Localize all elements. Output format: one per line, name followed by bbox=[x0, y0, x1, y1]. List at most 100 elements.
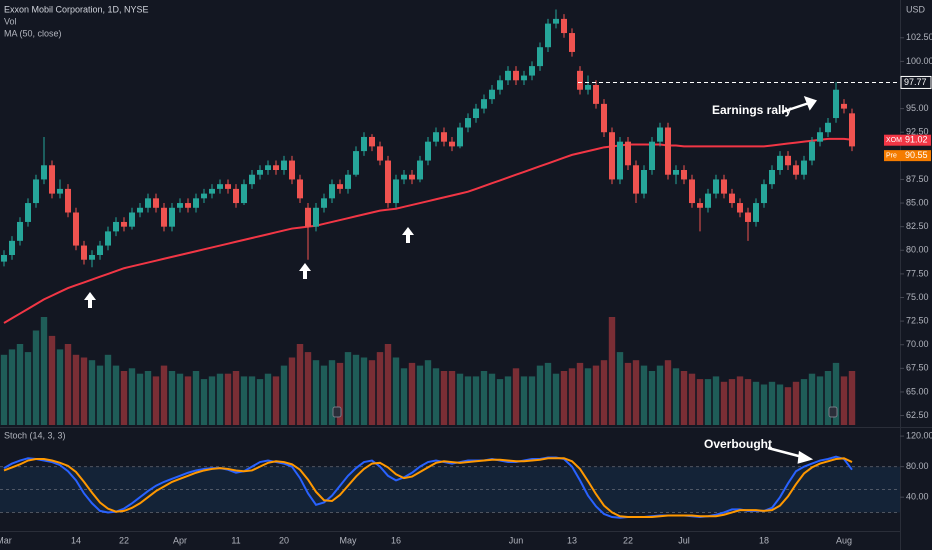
volume-bar bbox=[416, 365, 424, 425]
candle-body bbox=[609, 132, 615, 180]
candle-body bbox=[761, 184, 767, 204]
candle-body bbox=[201, 193, 207, 199]
candle-body bbox=[41, 165, 47, 180]
volume-bar bbox=[32, 330, 40, 425]
candle-body bbox=[265, 165, 271, 170]
earnings-marker bbox=[828, 406, 838, 418]
volume-bar bbox=[344, 352, 352, 425]
volume-bar bbox=[200, 379, 208, 425]
volume-bar bbox=[88, 360, 96, 425]
candle-body bbox=[713, 179, 719, 194]
candle-body bbox=[537, 47, 543, 67]
candle-body bbox=[441, 132, 447, 142]
x-tick-label: May bbox=[339, 535, 357, 545]
y-tick-label: 80.00 bbox=[906, 461, 929, 471]
volume-bar bbox=[304, 352, 312, 425]
candle-body bbox=[561, 18, 567, 34]
y-tick-label: 67.50 bbox=[906, 363, 929, 373]
volume-bar bbox=[8, 349, 16, 425]
y-tick-label: 102.50 bbox=[906, 32, 932, 42]
volume-bar bbox=[440, 371, 448, 425]
candle-body bbox=[97, 245, 103, 255]
volume-bar bbox=[560, 371, 568, 425]
volume-bar bbox=[616, 352, 624, 425]
annotation-arrow bbox=[781, 95, 818, 114]
volume-bar bbox=[272, 376, 280, 425]
candle-body bbox=[449, 141, 455, 147]
candle-body bbox=[49, 165, 55, 194]
volume-bar bbox=[224, 373, 232, 425]
y-tick-label: 72.50 bbox=[906, 315, 929, 325]
y-tick-label: 82.50 bbox=[906, 221, 929, 231]
x-tick-label: 13 bbox=[567, 535, 577, 545]
volume-bar bbox=[816, 376, 824, 425]
candle-body bbox=[633, 165, 639, 194]
y-tick-label: 85.00 bbox=[906, 197, 929, 207]
candle-body bbox=[457, 127, 463, 147]
up-arrow bbox=[84, 292, 96, 308]
volume-bar bbox=[552, 373, 560, 425]
x-tick-label: 11 bbox=[231, 535, 240, 545]
candle-body bbox=[385, 160, 391, 204]
volume-bar bbox=[448, 371, 456, 425]
volume-bar bbox=[24, 352, 32, 425]
volume-bar bbox=[672, 368, 680, 425]
volume-bar bbox=[584, 368, 592, 425]
volume-bar bbox=[368, 360, 376, 425]
volume-bar bbox=[104, 354, 112, 425]
pre-box bbox=[884, 150, 931, 162]
volume-bar bbox=[424, 360, 432, 425]
volume-bar bbox=[528, 376, 536, 425]
candle-body bbox=[553, 18, 559, 24]
stoch-label: Stoch (14, 3, 3) bbox=[4, 430, 66, 440]
candle-body bbox=[361, 136, 367, 152]
y-tick-label: 77.50 bbox=[906, 268, 929, 278]
candle-body bbox=[337, 184, 343, 189]
candle-body bbox=[841, 103, 847, 109]
volume-bar bbox=[600, 360, 608, 425]
candle-body bbox=[369, 136, 375, 147]
x-tick-label: 22 bbox=[119, 535, 129, 545]
x-tick-label: Mar bbox=[0, 535, 12, 545]
candle-body bbox=[465, 118, 471, 128]
candle-body bbox=[625, 141, 631, 166]
volume-bar bbox=[208, 376, 216, 425]
y-tick-label: 40.00 bbox=[906, 492, 929, 502]
volume-bar bbox=[112, 365, 120, 425]
volume-bar bbox=[256, 379, 264, 425]
volume-bar bbox=[48, 335, 56, 425]
volume-bar bbox=[144, 371, 152, 425]
volume-bar bbox=[728, 379, 736, 425]
candle-body bbox=[289, 160, 295, 180]
x-tick-label: 16 bbox=[391, 535, 401, 545]
x-tick-label: 18 bbox=[759, 535, 769, 545]
annotation: Overbought bbox=[704, 437, 772, 451]
candle-body bbox=[777, 155, 783, 170]
volume-bar bbox=[184, 376, 192, 425]
volume-bar bbox=[264, 373, 272, 425]
volume-bar bbox=[768, 381, 776, 425]
volume-bar bbox=[312, 360, 320, 425]
volume-bar bbox=[664, 360, 672, 425]
candle-body bbox=[593, 85, 599, 104]
pre-value: 90.55 bbox=[905, 150, 928, 160]
volume-bar bbox=[472, 376, 480, 425]
candle-body bbox=[305, 207, 311, 227]
candle-body bbox=[257, 170, 263, 175]
volume-bar bbox=[296, 344, 304, 425]
volume-bar bbox=[16, 344, 24, 425]
candle-body bbox=[417, 160, 423, 180]
candle-body bbox=[657, 127, 663, 142]
candle-body bbox=[617, 141, 623, 180]
candle-body bbox=[9, 240, 15, 255]
candle-body bbox=[329, 184, 335, 199]
volume-bar bbox=[456, 373, 464, 425]
candle-body bbox=[705, 193, 711, 208]
candle-body bbox=[137, 207, 143, 213]
candle-body bbox=[577, 70, 583, 90]
ma-line bbox=[3, 137, 853, 324]
candle-body bbox=[241, 184, 247, 204]
candle-body bbox=[433, 132, 439, 142]
volume-bar bbox=[360, 357, 368, 425]
